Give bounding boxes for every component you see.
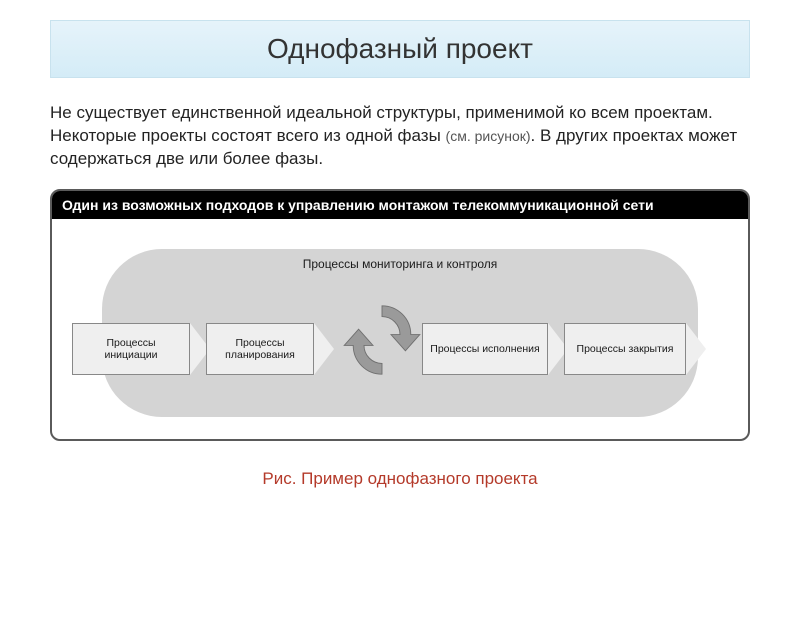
process-flow-row: Процессы инициации Процессы планирования… <box>72 319 728 379</box>
figure-caption: Рис. Пример однофазного проекта <box>0 469 800 489</box>
body-paragraph: Не существует единственной идеальной стр… <box>50 102 750 171</box>
arrow-initiation: Процессы инициации <box>72 323 210 375</box>
diagram-header: Один из возможных подходов к управлению … <box>52 191 748 219</box>
arrow-head-icon <box>686 323 706 375</box>
arrow-head-icon <box>314 323 334 375</box>
page-title: Однофазный проект <box>50 20 750 78</box>
arrow-closing-label: Процессы закрытия <box>564 323 686 375</box>
diagram-body: Процессы мониторинга и контроля Процессы… <box>52 219 748 439</box>
arrow-execution: Процессы исполнения <box>422 323 568 375</box>
arrow-closing: Процессы закрытия <box>564 323 706 375</box>
paragraph-paren: (см. рисунок) <box>446 128 531 144</box>
arrow-initiation-label: Процессы инициации <box>72 323 190 375</box>
diagram-container: Один из возможных подходов к управлению … <box>50 189 750 441</box>
cycle-arrows-icon <box>334 295 430 385</box>
monitoring-label: Процессы мониторинга и контроля <box>52 257 748 271</box>
arrow-planning: Процессы планирования <box>206 323 334 375</box>
arrow-planning-label: Процессы планирования <box>206 323 314 375</box>
arrow-execution-label: Процессы исполнения <box>422 323 548 375</box>
